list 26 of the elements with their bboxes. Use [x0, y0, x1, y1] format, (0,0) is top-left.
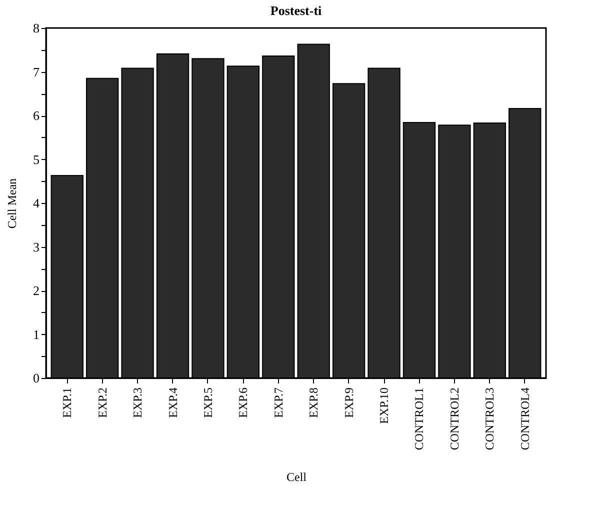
x-tick-label: EXP.10: [377, 388, 392, 424]
y-tick-label: 0: [33, 370, 40, 386]
x-tick-label: CONTROL4: [518, 388, 532, 450]
x-tick-label: EXP.4: [166, 388, 180, 418]
x-tick-label: EXP.5: [200, 388, 215, 418]
x-tick-label: CONTROL3: [482, 388, 497, 450]
x-tick-label: EXP.8: [306, 388, 321, 418]
x-tick-label: EXP.7: [271, 388, 286, 418]
y-tick-label: 4: [33, 196, 40, 210]
y-tick-label: 5: [33, 152, 40, 167]
y-tick-label: 2: [33, 283, 40, 298]
y-tick-label: 3: [33, 239, 40, 254]
x-tick-label: EXP.1: [60, 388, 74, 418]
chart-title: Postest-ti: [270, 3, 322, 18]
x-axis-title: Cell: [286, 470, 308, 484]
x-tick-label: EXP.3: [130, 388, 145, 418]
y-tick-label: 8: [33, 20, 40, 36]
x-tick-label: EXP.6: [236, 388, 250, 418]
x-tick-label: CONTROL1: [412, 388, 426, 450]
y-tick-label: 1: [33, 326, 40, 342]
y-tick-label: 7: [33, 64, 40, 80]
y-tick-label: 6: [33, 108, 40, 123]
x-tick-label: EXP.2: [95, 388, 110, 418]
x-tick-label: EXP.9: [342, 388, 356, 418]
x-tick-label: CONTROL2: [447, 388, 462, 450]
y-axis-title: Cell Mean: [5, 178, 19, 229]
